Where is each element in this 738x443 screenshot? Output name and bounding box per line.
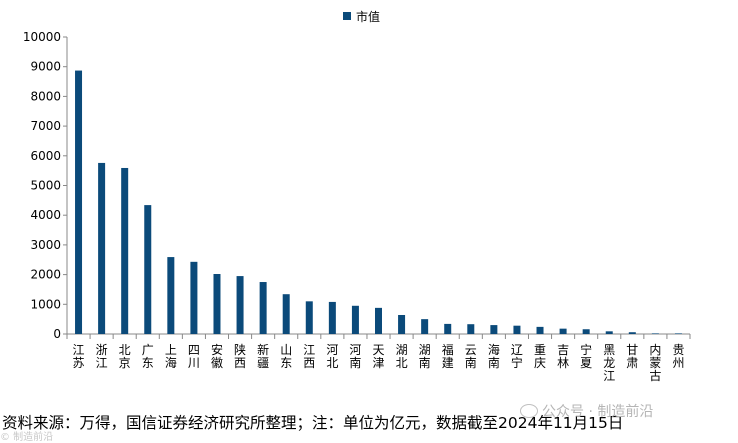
bar xyxy=(236,276,244,334)
bar xyxy=(167,257,175,334)
x-tick-label: 山东 xyxy=(280,343,292,370)
bar xyxy=(121,167,129,334)
y-tick-label: 6000 xyxy=(30,149,61,163)
y-tick-label: 9000 xyxy=(30,60,61,74)
y-axis: 0 1000 2000 3000 4000 5000 6000 7000 8000 9000 100… xyxy=(23,30,68,341)
x-tick-label: 河北 xyxy=(326,343,338,370)
y-tick-label: 8000 xyxy=(30,89,61,103)
y-tick-label: 5000 xyxy=(30,179,61,193)
x-tick-label: 云南 xyxy=(465,343,477,370)
wechat-icon xyxy=(520,404,538,418)
bar xyxy=(282,294,290,334)
watermark-text: 公众号 · 制造前沿 xyxy=(542,404,654,420)
y-tick-label: 2000 xyxy=(30,268,61,282)
x-tick-label: 江苏 xyxy=(73,343,85,370)
y-tick-label: 4000 xyxy=(30,208,61,222)
y-tick-label: 7000 xyxy=(30,119,61,133)
bar-series xyxy=(75,70,682,334)
x-tick-label: 新疆 xyxy=(257,342,269,370)
x-tick-label: 内蒙古 xyxy=(649,343,661,383)
x-tick-label: 天津 xyxy=(372,343,384,370)
legend-label: 市值 xyxy=(356,9,381,24)
bar xyxy=(674,333,682,334)
bar xyxy=(398,314,406,334)
chart-legend: 市值 xyxy=(343,7,380,25)
bar xyxy=(213,274,221,334)
bar xyxy=(259,282,267,334)
bar xyxy=(328,301,336,334)
bar xyxy=(351,305,359,334)
y-tick-label: 0 xyxy=(53,327,61,341)
x-tick-label: 安徽 xyxy=(211,342,223,370)
bar xyxy=(605,331,613,334)
x-tick-label: 陕西 xyxy=(234,342,246,370)
x-tick-label: 湖南 xyxy=(419,342,431,370)
x-tick-label: 贵州 xyxy=(672,343,684,370)
x-tick-label: 上海 xyxy=(165,343,177,370)
x-tick-label: 江西 xyxy=(303,343,315,370)
x-tick-label: 宁夏 xyxy=(580,342,592,370)
x-tick-labels: 江苏浙江北京广东上海四川安徽陕西新疆山东江西河北河南天津湖北湖南福建云南海南辽宁… xyxy=(73,342,685,383)
bar xyxy=(305,301,313,334)
bar xyxy=(651,333,659,334)
x-tick-label: 四川 xyxy=(188,343,200,370)
data-source-note: 资料来源：万得，国信证券经济研究所整理；注：单位为亿元，数据截至2024年11月… xyxy=(2,414,624,432)
x-tick-label: 辽宁 xyxy=(511,343,523,370)
y-tick-label: 1000 xyxy=(30,297,61,311)
x-tick-label: 浙江 xyxy=(96,343,108,370)
bar xyxy=(582,329,590,334)
bar xyxy=(190,261,198,334)
bar xyxy=(98,162,106,334)
y-tick-label: 10000 xyxy=(23,30,61,44)
x-tick-label: 河南 xyxy=(349,343,361,370)
x-tick-label: 海南 xyxy=(488,342,500,370)
y-tick-label: 3000 xyxy=(30,238,61,252)
corner-watermark: © 制造前沿 xyxy=(0,432,54,443)
x-tick-label: 湖北 xyxy=(396,342,408,370)
x-axis xyxy=(66,333,691,339)
x-tick-label: 吉林 xyxy=(557,343,569,370)
x-tick-label: 北京 xyxy=(119,343,131,370)
bar xyxy=(375,307,382,334)
bar xyxy=(513,325,521,334)
legend-swatch xyxy=(343,12,351,20)
bar xyxy=(144,205,152,334)
x-tick-label: 甘肃 xyxy=(626,343,638,370)
bar xyxy=(467,324,475,334)
x-tick-label: 重庆 xyxy=(534,343,546,370)
bar xyxy=(559,328,567,334)
bar xyxy=(490,325,498,334)
bar xyxy=(628,332,636,334)
x-tick-label: 广东 xyxy=(142,343,154,370)
bar xyxy=(444,323,452,334)
x-tick-label: 黑龙江 xyxy=(603,343,615,383)
watermark: 公众号 · 制造前沿 xyxy=(520,401,653,421)
bar xyxy=(75,70,83,334)
bar xyxy=(536,326,544,334)
x-tick-label: 福建 xyxy=(442,342,454,370)
bar xyxy=(421,319,429,334)
